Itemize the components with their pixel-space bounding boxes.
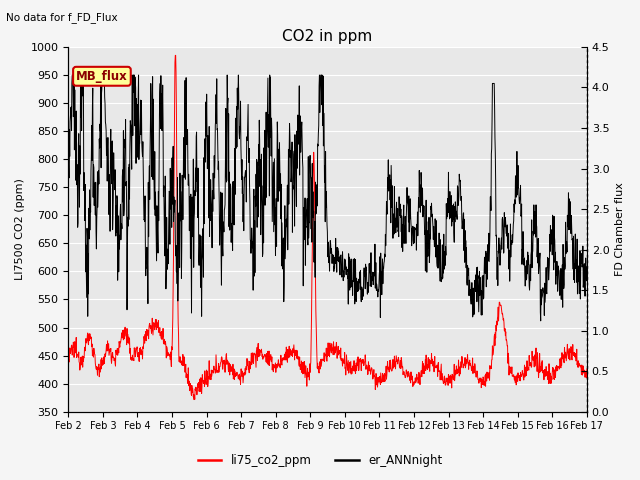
Title: CO2 in ppm: CO2 in ppm xyxy=(282,29,372,44)
Text: MB_flux: MB_flux xyxy=(76,70,128,83)
Legend: li75_co2_ppm, er_ANNnight: li75_co2_ppm, er_ANNnight xyxy=(193,449,447,472)
Y-axis label: LI7500 CO2 (ppm): LI7500 CO2 (ppm) xyxy=(15,179,25,280)
Text: No data for f_FD_Flux: No data for f_FD_Flux xyxy=(6,12,118,23)
Y-axis label: FD Chamber flux: FD Chamber flux xyxy=(615,182,625,276)
